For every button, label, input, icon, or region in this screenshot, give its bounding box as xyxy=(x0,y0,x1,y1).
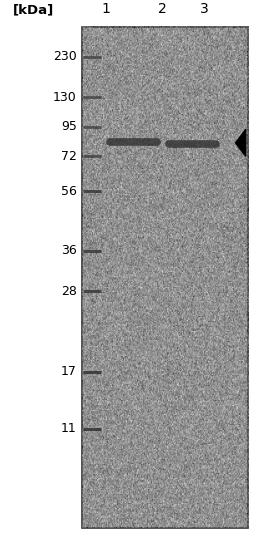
Text: 3: 3 xyxy=(200,2,209,16)
Text: 17: 17 xyxy=(61,365,77,378)
Text: 56: 56 xyxy=(61,185,77,198)
Text: 2: 2 xyxy=(158,2,167,16)
Text: [kDa]: [kDa] xyxy=(13,3,54,16)
Text: 1: 1 xyxy=(102,2,111,16)
Text: 36: 36 xyxy=(61,244,77,257)
Text: 130: 130 xyxy=(53,91,77,103)
Text: 230: 230 xyxy=(53,50,77,63)
Text: 72: 72 xyxy=(61,150,77,163)
Text: 28: 28 xyxy=(61,285,77,298)
Text: 11: 11 xyxy=(61,422,77,435)
Text: 95: 95 xyxy=(61,120,77,133)
Polygon shape xyxy=(236,129,246,156)
FancyBboxPatch shape xyxy=(82,27,248,528)
